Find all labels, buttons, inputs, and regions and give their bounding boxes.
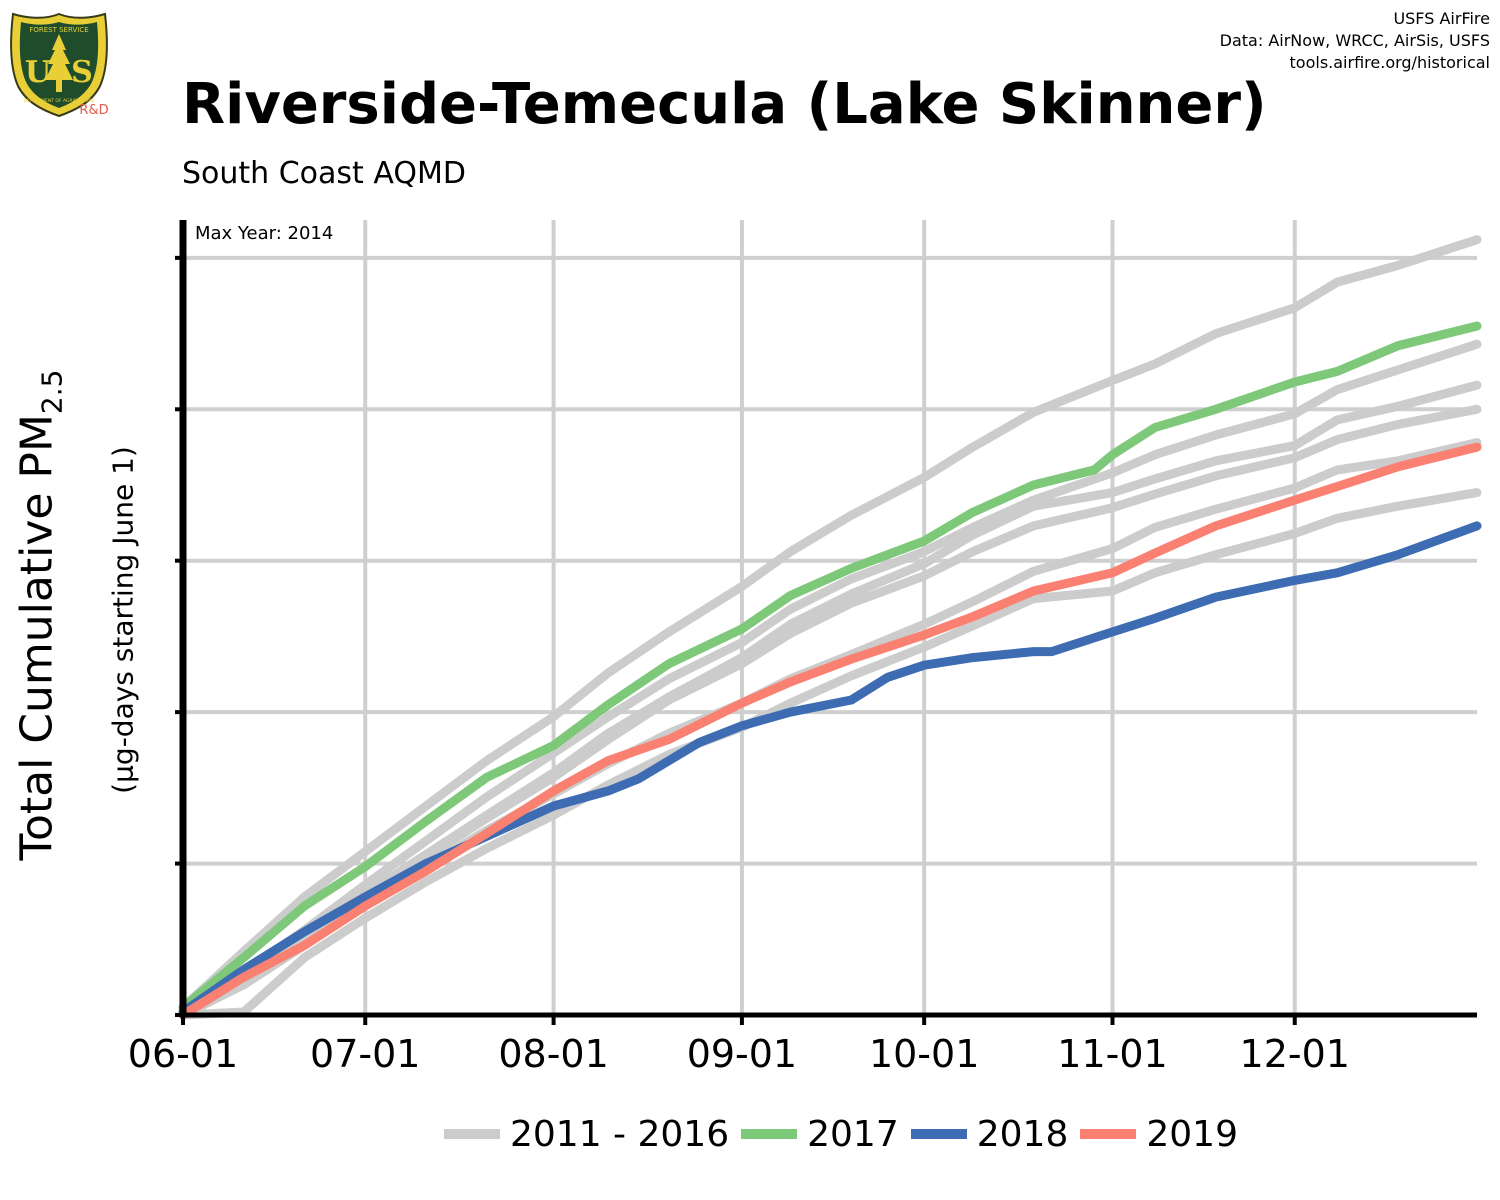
legend-swatch-2018 bbox=[910, 1129, 967, 1139]
series-layer bbox=[178, 235, 1482, 1020]
x-tick-label: 06-01 bbox=[128, 1032, 238, 1076]
legend-label-2017: 2017 bbox=[807, 1113, 899, 1155]
series-line-2011-2016 bbox=[178, 235, 1482, 1012]
legend-item-2017: 2017 bbox=[741, 1114, 899, 1155]
grid-layer bbox=[183, 220, 1477, 1015]
chart-title: Riverside-Temecula (Lake Skinner) bbox=[182, 72, 1267, 137]
series-line-2018 bbox=[178, 521, 1482, 1017]
legend-swatch-2019 bbox=[1080, 1129, 1137, 1139]
legend-label-2019: 2019 bbox=[1146, 1113, 1238, 1155]
legend-item-2019: 2019 bbox=[1080, 1114, 1238, 1155]
legend-item-2018: 2018 bbox=[910, 1113, 1069, 1155]
chart-subtitle: South Coast AQMD bbox=[182, 156, 466, 191]
credit-line-2: Data: AirNow, WRCC, AirSis, USFS bbox=[1219, 31, 1490, 50]
x-tick-label: 12-01 bbox=[1240, 1032, 1350, 1076]
x-tick-label: 10-01 bbox=[869, 1032, 979, 1076]
legend-label-2011-2016: 2011 - 2016 bbox=[510, 1113, 730, 1155]
series-line-2011-2016 bbox=[178, 488, 1482, 1020]
logo-top-text: FOREST SERVICE bbox=[29, 26, 88, 34]
series-line-2019 bbox=[178, 442, 1482, 1020]
x-tick-label: 08-01 bbox=[498, 1032, 608, 1076]
legend-swatch-2017 bbox=[741, 1129, 798, 1139]
series-line-2017 bbox=[178, 321, 1482, 1012]
logo-letter-u: U bbox=[25, 55, 51, 90]
x-tick-label: 07-01 bbox=[310, 1032, 420, 1076]
max-year-annotation: Max Year: 2014 bbox=[195, 223, 333, 244]
usfs-logo: U S FOREST SERVICE DEPARTMENT OF AGRICUL… bbox=[8, 10, 110, 118]
forest-service-shield-icon: U S FOREST SERVICE DEPARTMENT OF AGRICUL… bbox=[10, 12, 109, 118]
credit-line-1: USFS AirFire bbox=[1393, 9, 1490, 28]
legend-item-2011-2016: 2011 - 2016 bbox=[444, 1114, 729, 1155]
x-tick-label: 09-01 bbox=[687, 1032, 797, 1076]
legend: 2011 - 2016 2017 2018 2019 bbox=[444, 1112, 1250, 1156]
axis-layer: 06-01 07-01 08-01 09-01 10-01 11-01 12-01 bbox=[128, 220, 1477, 1076]
legend-swatch-2011-2016 bbox=[444, 1129, 500, 1139]
credit-line-3: tools.airfire.org/historical bbox=[1289, 53, 1490, 72]
logo-rd-tag: R&D bbox=[79, 103, 108, 118]
logo-bottom-text: DEPARTMENT OF AGRICULTURE bbox=[24, 98, 95, 104]
x-tick-label: 11-01 bbox=[1057, 1032, 1167, 1076]
data-credits: USFS AirFire Data: AirNow, WRCC, AirSis,… bbox=[1220, 8, 1490, 74]
logo-letter-s: S bbox=[71, 55, 93, 90]
series-line-2011-2016 bbox=[178, 339, 1482, 1020]
legend-label-2018: 2018 bbox=[976, 1113, 1069, 1155]
